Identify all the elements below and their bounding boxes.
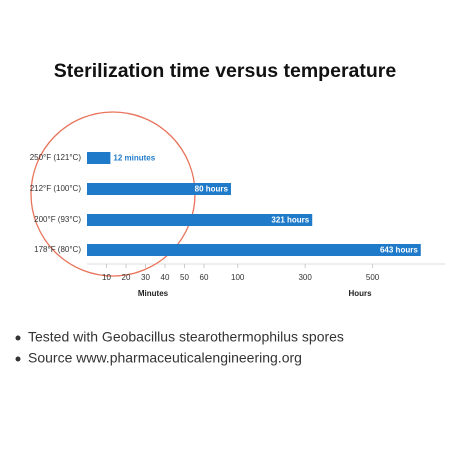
bullet xyxy=(15,356,21,362)
bullet xyxy=(15,335,21,341)
bar xyxy=(87,214,313,226)
bar xyxy=(87,244,421,256)
category-label: 212°F (100°C) xyxy=(30,184,82,193)
category-label: 250°F (121°C) xyxy=(30,153,82,162)
category-label: 200°F (93°C) xyxy=(34,215,81,224)
x-tick-label: 60 xyxy=(200,273,209,282)
x2-tick-label: 100 xyxy=(231,273,245,282)
value-label: 643 hours xyxy=(380,246,418,255)
x-tick-label: 50 xyxy=(180,273,189,282)
x-tick-label: 10 xyxy=(102,273,111,282)
note: Source www.pharmaceuticalengineering.org xyxy=(28,350,302,366)
x2-tick-label: 500 xyxy=(366,273,380,282)
bar xyxy=(87,183,231,195)
x-tick-label: 30 xyxy=(141,273,150,282)
x-tick-label: 40 xyxy=(161,273,170,282)
bar xyxy=(87,152,111,164)
note: Tested with Geobacillus stearothermophil… xyxy=(28,329,344,345)
x-tick-label: 20 xyxy=(122,273,131,282)
chart-title: Sterilization time versus temperature xyxy=(54,60,397,82)
x-axis-label: Minutes xyxy=(138,289,169,298)
x2-tick-label: 300 xyxy=(298,273,312,282)
value-label: 321 hours xyxy=(271,216,309,225)
category-label: 178°F (80°C) xyxy=(34,245,81,254)
x2-axis-label: Hours xyxy=(348,289,372,298)
value-label: 12 minutes xyxy=(113,154,155,163)
value-label: 80 hours xyxy=(195,185,229,194)
